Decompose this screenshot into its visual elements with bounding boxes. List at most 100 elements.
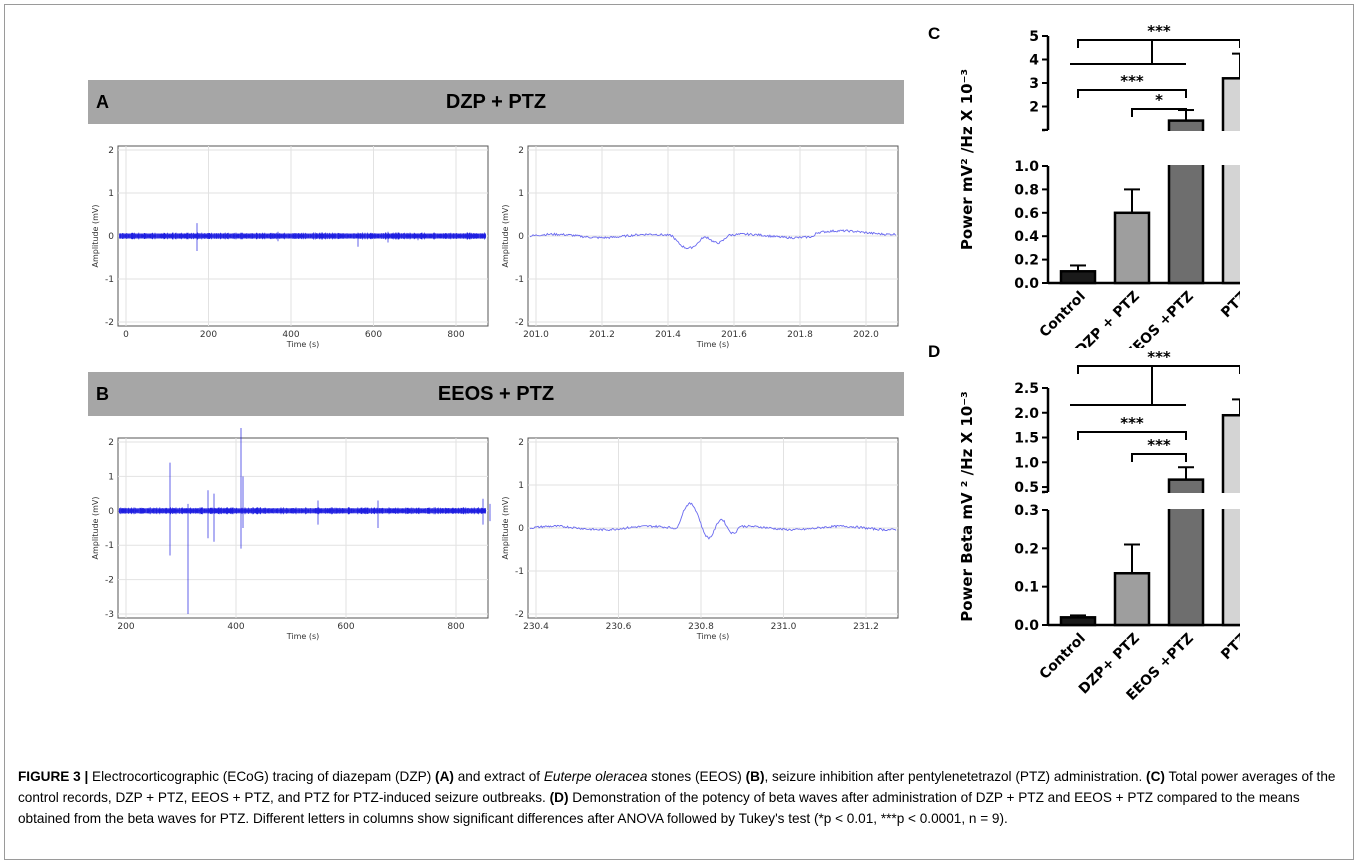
caption-ref-d: (D) xyxy=(549,790,569,805)
x-tick-label: PTZ xyxy=(1218,289,1240,322)
y-tick-label: 5 xyxy=(1029,29,1039,45)
y-tick-label: 0.0 xyxy=(1014,276,1039,292)
y-tick-label: 1.5 xyxy=(1014,431,1039,447)
x-tick-label: 400 xyxy=(227,622,244,632)
y-tick-label: 1.0 xyxy=(1014,455,1039,471)
y-tick-label: -2 xyxy=(105,318,114,328)
figure-caption: FIGURE 3 | Electrocorticographic (ECoG) … xyxy=(18,766,1340,829)
figure-frame xyxy=(4,4,1354,860)
y-tick-label: 0.2 xyxy=(1014,253,1039,269)
bar-chart-d: 0.0 0.1 0.2 0.3 0.5 1.0 1.5 2.0 2.5 Power Beta mV… xyxy=(958,350,1240,704)
y-tick-label: -1 xyxy=(515,275,524,285)
x-tick-label: Control xyxy=(1037,631,1089,683)
x-tick-label: 201.2 xyxy=(589,330,615,340)
y-tick-label: -1 xyxy=(105,275,114,285)
significance-bracket xyxy=(1077,89,1187,98)
y-tick-label: 0 xyxy=(518,524,524,534)
x-axis-label: Time (s) xyxy=(696,632,730,641)
y-axis-label: Power Beta mV ² /Hz X 10⁻³ xyxy=(958,391,976,621)
plot-frame xyxy=(117,437,489,619)
significance-label: * xyxy=(1155,91,1163,109)
panel-a-title: DZP + PTZ xyxy=(445,91,547,113)
axis-break-gap xyxy=(1045,131,1240,165)
ecog-trace-band xyxy=(119,233,486,239)
x-tick-label: 231.2 xyxy=(853,622,879,632)
x-axis-label: Time (s) xyxy=(286,632,320,641)
y-tick-label: 1.0 xyxy=(1014,159,1039,175)
caption-ref-b: (B) xyxy=(745,769,765,784)
y-tick-label: 0.3 xyxy=(1014,503,1039,519)
y-axis-label: Amplitude (mV) xyxy=(501,204,510,267)
y-tick-label: 0 xyxy=(108,232,114,242)
bar-chart-c: 0.0 0.2 0.4 0.6 0.8 1.0 2 3 4 5 Power mV² /Hz X 10… xyxy=(958,22,1240,348)
trace-a-zoom-plot: 2 1 0 -1 -2 201.0 201.2 201.4 201.6 201.8 202.0 Tim… xyxy=(501,145,899,349)
significance-bracket xyxy=(1151,39,1240,64)
y-tick-label: 2 xyxy=(1029,100,1039,116)
y-tick-label: 1 xyxy=(108,189,114,199)
caption-text-3: stones (EEOS) xyxy=(647,769,746,784)
y-tick-label: 0.0 xyxy=(1014,618,1039,634)
y-tick-label: 0.4 xyxy=(1014,229,1039,245)
x-tick-label: 231.0 xyxy=(771,622,797,632)
ecog-trace xyxy=(529,229,897,250)
y-tick-label: -1 xyxy=(515,567,524,577)
y-tick-label: -2 xyxy=(515,610,524,620)
caption-text-1: Electrocorticographic (ECoG) tracing of … xyxy=(88,769,436,784)
y-tick-label: 0 xyxy=(518,232,524,242)
x-tick-label: PTZ xyxy=(1218,631,1240,664)
x-tick-label: 202.0 xyxy=(853,330,879,340)
trace-a-full-plot: 2 1 0 -1 -2 0 200 400 600 800 Time (s) Amplitude (m… xyxy=(91,145,489,349)
x-tick-label: 800 xyxy=(447,622,464,632)
x-tick-label: 201.4 xyxy=(655,330,681,340)
bar xyxy=(1059,616,1097,627)
x-tick-label: 201.6 xyxy=(721,330,747,340)
x-tick-label: 230.6 xyxy=(606,622,632,632)
y-tick-label: 2 xyxy=(518,146,524,156)
x-tick-label: 600 xyxy=(337,622,354,632)
y-axis-label: Amplitude (mV) xyxy=(501,496,510,559)
y-tick-label: 3 xyxy=(1029,76,1039,92)
x-tick-label: 230.4 xyxy=(523,622,549,632)
significance-label: *** xyxy=(1120,72,1144,90)
significance-bracket xyxy=(1131,453,1187,462)
panel-b-header: B EEOS + PTZ xyxy=(88,372,904,416)
x-tick-label: 400 xyxy=(282,330,299,340)
caption-text-2: and extract of xyxy=(453,769,544,784)
caption-text-6: Demonstration of the potency of beta wav… xyxy=(18,790,1300,826)
caption-text-5: Total power averages of the control reco… xyxy=(18,769,1336,805)
panel-b-letter: B xyxy=(96,384,109,404)
panel-d-letter: D xyxy=(928,342,941,361)
y-tick-label: 4 xyxy=(1029,53,1039,69)
ecog-trace xyxy=(529,501,897,540)
axis-break-gap xyxy=(1045,493,1240,509)
x-tick-label: 201.8 xyxy=(787,330,813,340)
bar xyxy=(1221,77,1240,285)
y-tick-label: 1 xyxy=(518,189,524,199)
x-tick-label: 600 xyxy=(365,330,382,340)
y-tick-label: 1 xyxy=(108,472,114,482)
y-tick-label: 0.5 xyxy=(1014,480,1039,496)
caption-figure-label: FIGURE 3 | xyxy=(18,769,89,784)
y-tick-label: 0.2 xyxy=(1014,541,1039,557)
bar xyxy=(1113,572,1151,627)
y-tick-label: 2 xyxy=(108,146,114,156)
x-tick-label: 0 xyxy=(123,330,129,340)
y-tick-label: -1 xyxy=(105,541,114,551)
caption-species: Euterpe oleracea xyxy=(543,769,648,784)
caption-ref-a: (A) xyxy=(435,769,454,784)
y-tick-label: 2 xyxy=(108,438,114,448)
significance-bracket xyxy=(1077,39,1240,48)
trace-b-zoom-plot: 2 1 0 -1 -2 230.4 230.6 230.8 231.0 231.2 Time (s)… xyxy=(501,437,899,641)
y-tick-label: 2.0 xyxy=(1014,406,1039,422)
significance-label: *** xyxy=(1147,436,1171,454)
x-axis-label: Time (s) xyxy=(696,340,730,349)
y-axis-label: Amplitude (mV) xyxy=(91,496,100,559)
bar xyxy=(1221,413,1240,627)
significance-label: *** xyxy=(1147,350,1171,366)
x-tick-label: Control xyxy=(1037,289,1089,341)
bar xyxy=(1059,270,1097,285)
y-tick-label: 2 xyxy=(518,438,524,448)
panel-a-header: A DZP + PTZ xyxy=(88,80,904,124)
caption-text-4: , seizure inhibition after pentylenetetr… xyxy=(764,769,1147,784)
